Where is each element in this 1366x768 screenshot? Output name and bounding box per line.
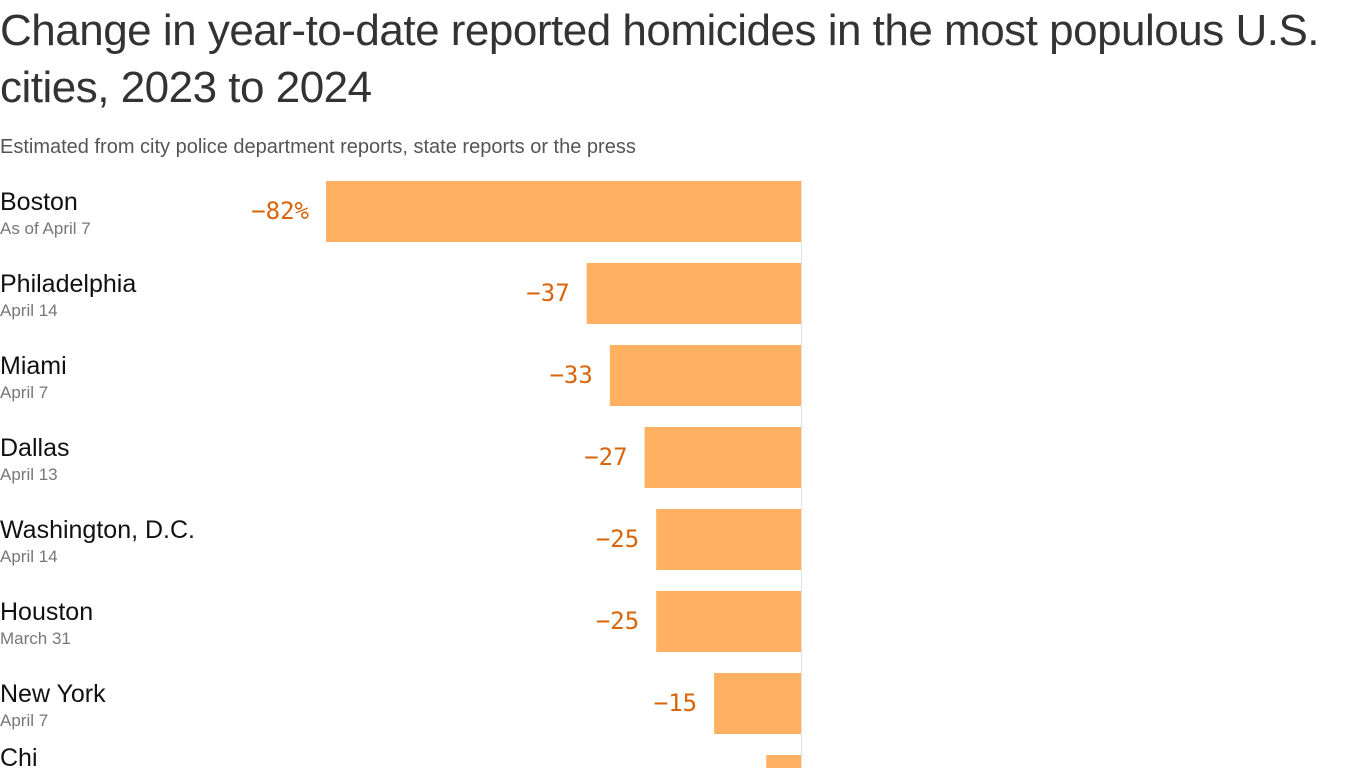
date-label: April 7 xyxy=(0,383,48,402)
category-label: Miami xyxy=(0,352,67,380)
bar xyxy=(586,263,801,324)
date-label: March 31 xyxy=(0,629,71,648)
category-label: Chi xyxy=(0,744,38,768)
bar xyxy=(609,345,801,406)
bar xyxy=(656,591,801,652)
bar xyxy=(766,755,801,768)
value-label: −33 xyxy=(549,361,592,389)
bar xyxy=(714,673,801,734)
category-label: Houston xyxy=(0,598,93,626)
chart-subtitle: Estimated from city police department re… xyxy=(0,136,636,158)
date-label: April 7 xyxy=(0,711,48,730)
category-label: Washington, D.C. xyxy=(0,516,195,544)
category-label: Boston xyxy=(0,188,78,216)
value-label: −37 xyxy=(526,279,569,307)
category-label: Dallas xyxy=(0,434,69,462)
category-label: Philadelphia xyxy=(0,270,136,298)
value-label: −25 xyxy=(596,525,639,553)
bar xyxy=(656,509,801,570)
value-label: −82% xyxy=(251,197,309,225)
date-label: April 14 xyxy=(0,547,58,566)
bar xyxy=(644,427,801,488)
chart-title: Change in year-to-date reported homicide… xyxy=(0,6,1320,112)
date-label: As of April 7 xyxy=(0,219,91,238)
value-label: −27 xyxy=(584,443,627,471)
value-label: −25 xyxy=(596,607,639,635)
date-label: April 13 xyxy=(0,465,58,484)
bar xyxy=(326,181,801,242)
date-label: April 14 xyxy=(0,301,58,320)
category-label: New York xyxy=(0,680,106,708)
value-label: −15 xyxy=(654,689,697,717)
